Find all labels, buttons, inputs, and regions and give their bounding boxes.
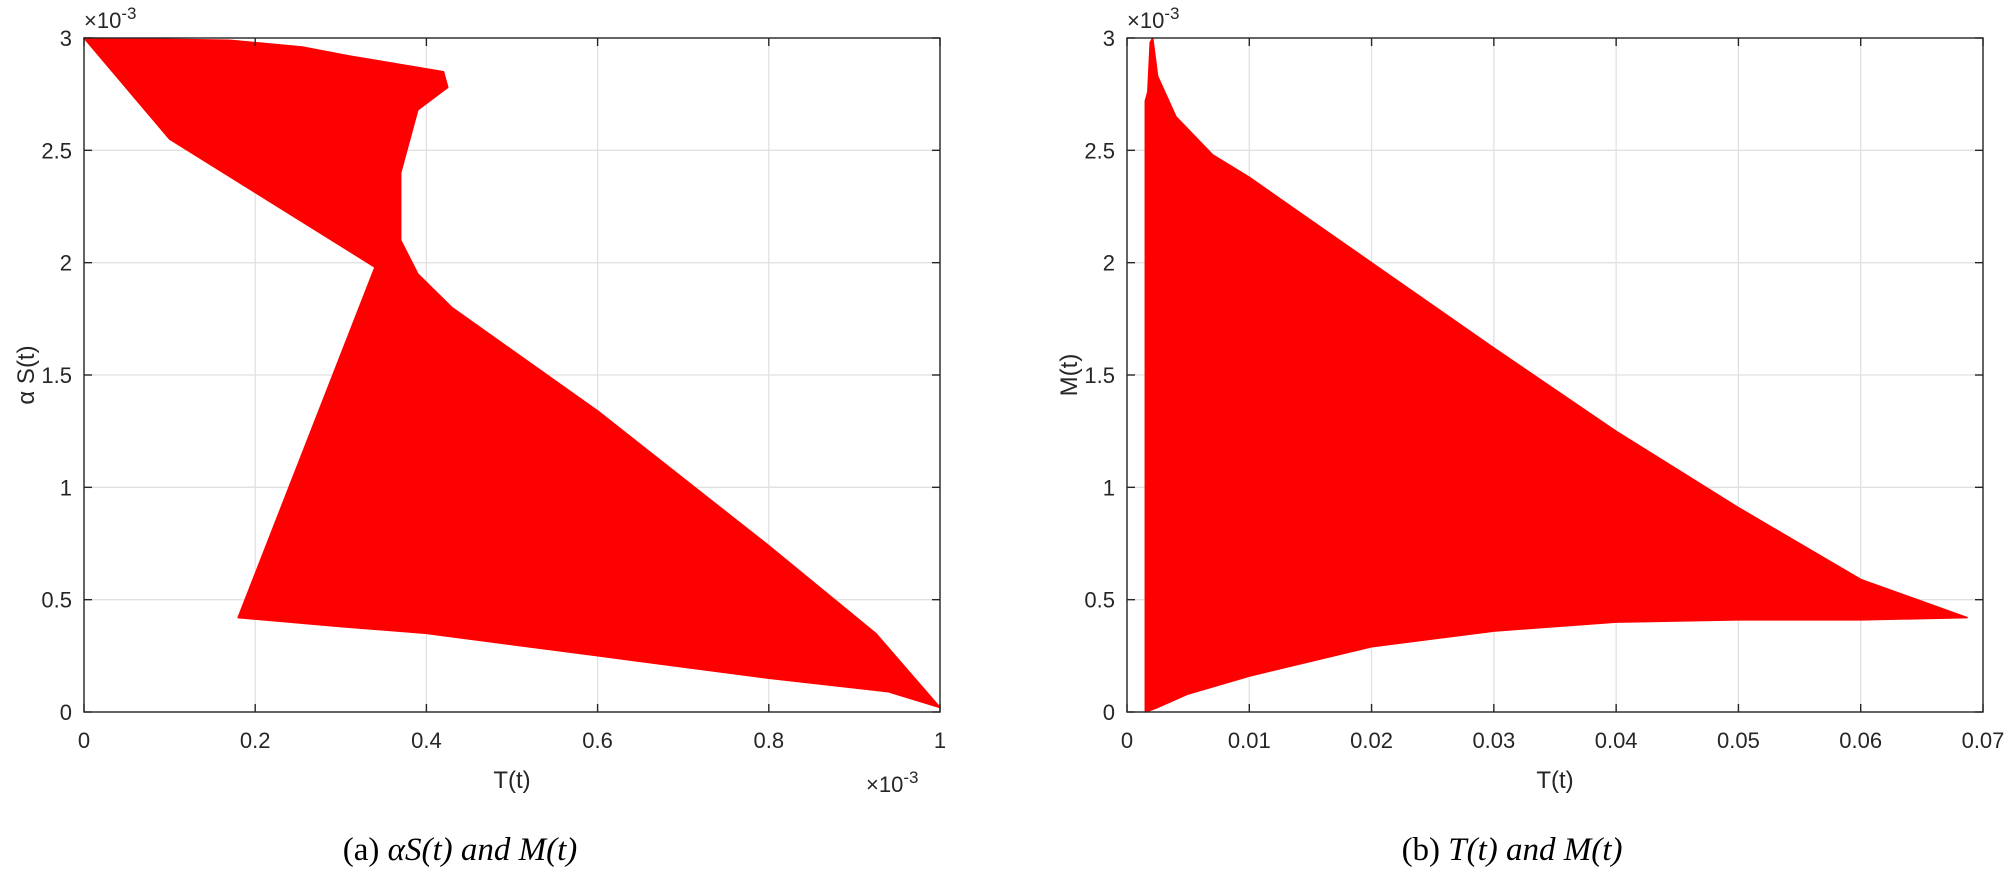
chart-panel-a: 0 0.2 0.4 0.6 0.8 1 0 0.5 1 1.5 2 2.5 3 ×10-3 ×10-3 T(t… [13,4,946,868]
x-tick-label: 0 [78,728,90,753]
y-tick-label: 2.5 [1084,138,1115,163]
figure-caption: (a) αS(t) and M(t) [343,832,578,868]
y-tick-label: 3 [1103,26,1115,51]
x-axis-label: T(t) [1536,767,1573,794]
y-tick-label: 2.5 [41,138,72,163]
x-tick-label: 0.07 [1962,728,2005,753]
x-tick-label: 0.04 [1595,728,1638,753]
x-tick-label: 0.8 [754,728,785,753]
y-tick-label: 0.5 [1084,588,1115,613]
x-tick-label: 0.6 [582,728,613,753]
y-tick-label: 0 [60,700,72,725]
y-tick-label: 1.5 [41,363,72,388]
y-tick-label: 0 [1103,700,1115,725]
chart-panel-b: 0 0.01 0.02 0.03 0.04 0.05 0.06 0.07 0 0.5 1 1.5 2 2.… [1056,4,2004,868]
x-tick-label: 0.2 [240,728,271,753]
x-tick-label: 0.03 [1472,728,1515,753]
y-exponent-label: ×10-3 [1127,4,1179,33]
x-tick-label: 0.4 [411,728,442,753]
x-tick-label: 0.01 [1228,728,1271,753]
x-tick-label: 1 [934,728,946,753]
series-fill [83,37,941,709]
x-tick-label: 0.05 [1717,728,1760,753]
y-axis-label: M(t) [1056,354,1083,397]
x-axis-label: T(t) [493,767,530,794]
y-exponent-label: ×10-3 [84,4,136,33]
y-tick-label: 2 [60,251,72,276]
y-tick-label: 1 [1103,475,1115,500]
y-tick-label: 3 [60,26,72,51]
y-tick-label: 2 [1103,251,1115,276]
x-tick-label: 0 [1121,728,1133,753]
x-tick-label: 0.02 [1350,728,1393,753]
series-fill [1144,37,1968,713]
figure-caption: (b) T(t) and M(t) [1402,832,1623,868]
y-tick-label: 1.5 [1084,363,1115,388]
y-axis-label: α S(t) [13,345,40,404]
x-tick-label: 0.06 [1839,728,1882,753]
y-tick-label: 0.5 [41,588,72,613]
y-tick-label: 1 [60,475,72,500]
x-exponent-label: ×10-3 [866,768,918,797]
